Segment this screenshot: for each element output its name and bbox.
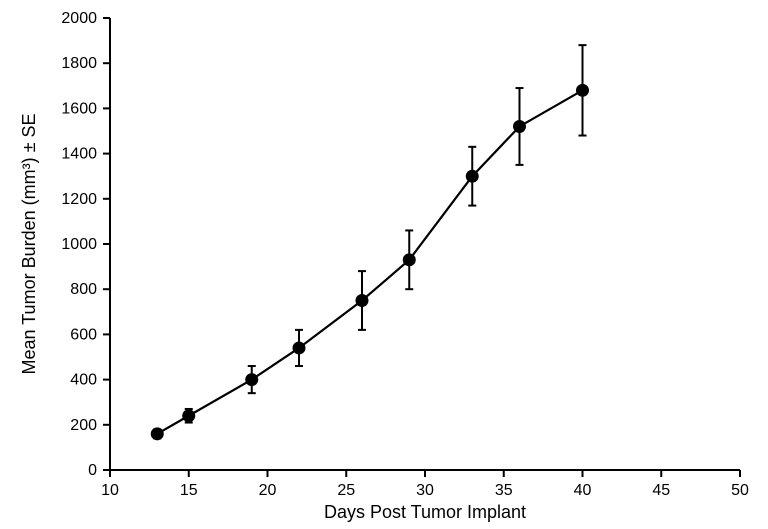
y-tick-label: 2000	[61, 10, 97, 27]
x-tick-label: 45	[652, 482, 670, 499]
y-tick-label: 200	[70, 417, 97, 434]
y-tick-label: 800	[70, 281, 97, 298]
x-tick-label: 10	[101, 482, 119, 499]
data-point	[246, 374, 258, 386]
data-point	[466, 170, 478, 182]
data-point	[356, 295, 368, 307]
x-tick-label: 20	[259, 482, 277, 499]
y-tick-label: 0	[88, 462, 97, 479]
data-point	[577, 84, 589, 96]
x-tick-label: 40	[574, 482, 592, 499]
y-tick-label: 1400	[61, 146, 97, 163]
data-point	[293, 342, 305, 354]
y-axis-label: Mean Tumor Burden (mm³) ± SE	[19, 114, 39, 375]
data-point	[151, 428, 163, 440]
tumor-growth-chart: 10 15 20 25 30 35 40 45 50 0 200 400 600 800 1000 1200 1…	[0, 0, 768, 529]
y-tick-label: 1200	[61, 191, 97, 208]
y-tick-label: 1000	[61, 236, 97, 253]
y-tick-label: 400	[70, 372, 97, 389]
y-tick-label: 1600	[61, 100, 97, 117]
data-point	[183, 410, 195, 422]
x-tick-label: 35	[495, 482, 513, 499]
x-axis-label: Days Post Tumor Implant	[324, 502, 526, 522]
y-tick-label: 600	[70, 326, 97, 343]
x-tick-label: 15	[180, 482, 198, 499]
chart-svg: 10 15 20 25 30 35 40 45 50 0 200 400 600 800 1000 1200 1…	[0, 0, 768, 529]
x-tick-label: 30	[416, 482, 434, 499]
data-point	[403, 254, 415, 266]
x-tick-label: 50	[731, 482, 749, 499]
y-tick-label: 1800	[61, 55, 97, 72]
data-point	[514, 120, 526, 132]
x-tick-label: 25	[337, 482, 355, 499]
